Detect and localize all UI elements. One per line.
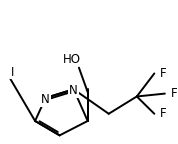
Text: F: F — [160, 107, 166, 120]
Text: I: I — [11, 66, 14, 78]
Text: N: N — [41, 93, 50, 106]
Text: N: N — [69, 84, 78, 97]
Text: HO: HO — [63, 53, 81, 66]
Text: F: F — [171, 87, 178, 100]
Text: F: F — [160, 67, 166, 80]
